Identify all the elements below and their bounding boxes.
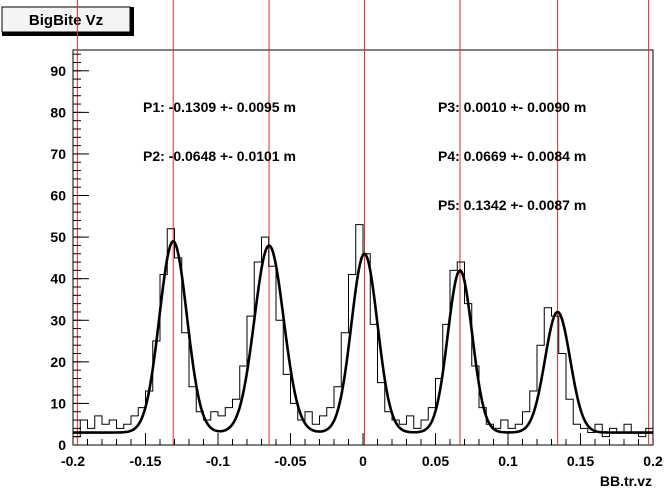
- peak-annotation-5: P5: 0.1342 +- 0.0087 m: [438, 197, 586, 213]
- x-tick-label: -0.2: [61, 453, 85, 469]
- x-axis-title: BB.tr.vz: [600, 473, 652, 489]
- x-tick-label: -0.05: [275, 453, 307, 469]
- x-tick-label: 0.2: [643, 453, 663, 469]
- peak-annotation-1: P1: -0.1309 +- 0.0095 m: [143, 99, 296, 115]
- peak-annotation-2: P2: -0.0648 +- 0.0101 m: [143, 148, 296, 164]
- peak-annotation-3: P3: 0.0010 +- 0.0090 m: [438, 99, 586, 115]
- peak-annotation-4: P4: 0.0669 +- 0.0084 m: [438, 148, 586, 164]
- fit-curve: [73, 239, 653, 434]
- peak-annotations: P1: -0.1309 +- 0.0095 m P2: -0.0648 +- 0.…: [143, 99, 586, 213]
- title-box: BigBite Vz: [1, 6, 134, 36]
- x-tick-label: 0.1: [498, 453, 518, 469]
- chart-title: BigBite Vz: [29, 12, 103, 29]
- x-tick-label: -0.1: [206, 453, 230, 469]
- y-tick-label: 90: [50, 63, 66, 79]
- x-tick-label: 0: [359, 453, 367, 469]
- y-tick-label: 40: [50, 271, 66, 287]
- y-tick-label: 70: [50, 146, 66, 162]
- y-tick-label: 10: [50, 395, 66, 411]
- fit-curve-group: [73, 239, 653, 434]
- x-tick-label: 0.15: [567, 453, 594, 469]
- x-tick-label: 0.05: [422, 453, 449, 469]
- axes: -0.2 -0.15 -0.1 -0.05 0 0.05 0.1 0.15 0.2 0 10 20 30…: [50, 53, 663, 469]
- y-tick-label: 30: [50, 312, 66, 328]
- y-tick-label: 50: [50, 229, 66, 245]
- peak-marker-lines: [76, 0, 650, 445]
- y-tick-label: 60: [50, 188, 66, 204]
- y-tick-label: 80: [50, 104, 66, 120]
- y-tick-label: 20: [50, 354, 66, 370]
- x-tick-label: -0.15: [130, 453, 162, 469]
- y-tick-label: 0: [58, 437, 66, 453]
